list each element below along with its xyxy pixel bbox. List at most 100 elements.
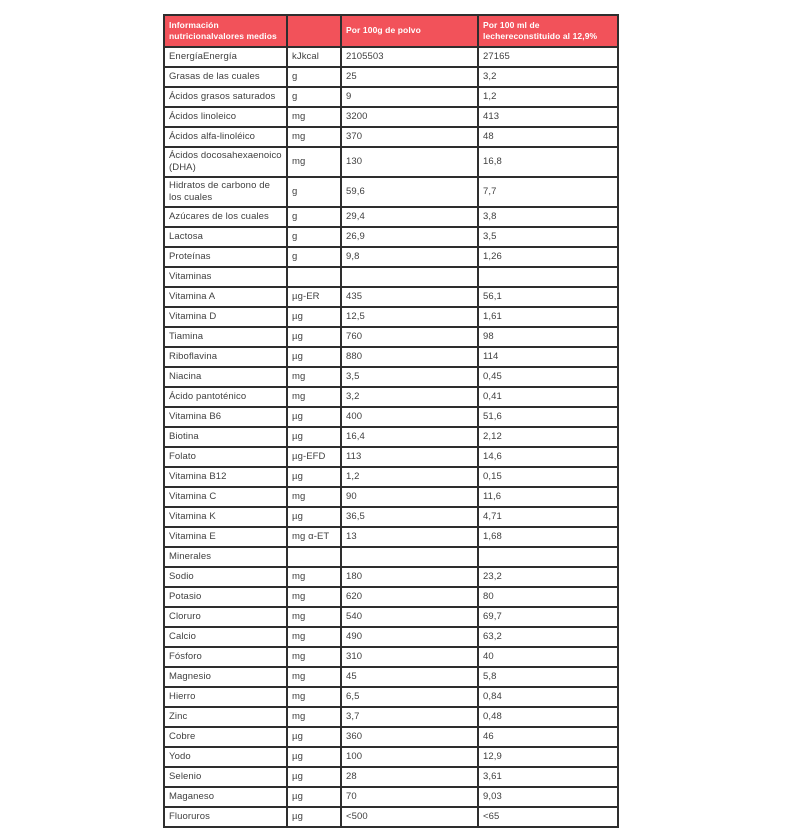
per-100g-cell: 12,5 — [340, 305, 479, 328]
per-100g-cell: 2105503 — [340, 46, 479, 68]
per-100ml-cell: 12,9 — [477, 745, 619, 768]
nutrient-name-cell: Vitamina E — [163, 525, 288, 548]
per-100ml-cell: 27165 — [477, 46, 619, 68]
per-100ml-cell: 0,15 — [477, 465, 619, 488]
per-100ml-cell: 69,7 — [477, 605, 619, 628]
per-100ml-cell: 56,1 — [477, 285, 619, 308]
table-row: Potasio mg 620 80 — [163, 585, 619, 608]
per-100g-cell: 3200 — [340, 106, 479, 128]
table-row: Vitamina D µg 12,5 1,61 — [163, 305, 619, 328]
per-100g-cell: 29,4 — [340, 205, 479, 228]
nutrient-name-cell: Biotina — [163, 425, 288, 448]
per-100ml-cell: 0,84 — [477, 685, 619, 708]
unit-cell: µg — [286, 805, 342, 828]
per-100ml-cell: 46 — [477, 725, 619, 748]
nutrient-name-cell: Lactosa — [163, 225, 288, 248]
per-100g-cell: 25 — [340, 66, 479, 88]
per-100ml-cell: 7,7 — [477, 175, 619, 208]
table-row: Cloruro mg 540 69,7 — [163, 605, 619, 628]
per-100g-cell: 113 — [340, 445, 479, 468]
per-100ml-cell: 3,5 — [477, 225, 619, 248]
per-100ml-cell: 9,03 — [477, 785, 619, 808]
unit-cell: g — [286, 175, 342, 208]
nutrient-name-cell: Vitamina C — [163, 485, 288, 508]
per-100g-cell: 360 — [340, 725, 479, 748]
nutrient-name-cell: Vitaminas — [163, 265, 288, 288]
header-cell-nutrient: Información nutricionalvalores medios — [163, 14, 288, 48]
table-row: Grasas de las cuales g 25 3,2 — [163, 66, 619, 88]
per-100g-cell: 760 — [340, 325, 479, 348]
unit-cell: µg — [286, 345, 342, 368]
nutrient-name-cell: Ácidos linoleico — [163, 106, 288, 128]
table-row: Maganeso µg 70 9,03 — [163, 785, 619, 808]
per-100g-cell: 9 — [340, 86, 479, 108]
per-100ml-cell: 16,8 — [477, 146, 619, 178]
unit-cell: µg — [286, 725, 342, 748]
per-100g-cell: 13 — [340, 525, 479, 548]
unit-cell: mg — [286, 385, 342, 408]
nutrient-name-cell: Hierro — [163, 685, 288, 708]
per-100g-cell: 620 — [340, 585, 479, 608]
unit-cell: mg — [286, 146, 342, 178]
nutrient-name-cell: Vitamina B12 — [163, 465, 288, 488]
per-100ml-cell: 3,8 — [477, 205, 619, 228]
nutrient-name-cell: Vitamina K — [163, 505, 288, 528]
per-100ml-cell: 51,6 — [477, 405, 619, 428]
per-100g-cell: 490 — [340, 625, 479, 648]
table-row: Hierro mg 6,5 0,84 — [163, 685, 619, 708]
nutrient-name-cell: Yodo — [163, 745, 288, 768]
per-100g-cell: 36,5 — [340, 505, 479, 528]
unit-cell: mg — [286, 685, 342, 708]
nutrient-name-cell: Vitamina B6 — [163, 405, 288, 428]
nutrition-table-container: Información nutricionalvalores medios Po… — [163, 14, 619, 828]
nutrient-name-cell: Zinc — [163, 705, 288, 728]
per-100g-cell: 180 — [340, 565, 479, 588]
table-row: Cobre µg 360 46 — [163, 725, 619, 748]
unit-cell: mg α-ET — [286, 525, 342, 548]
unit-cell: µg — [286, 765, 342, 788]
per-100ml-cell: 114 — [477, 345, 619, 368]
unit-cell: g — [286, 225, 342, 248]
nutrient-name-cell: Ácidos alfa-linoléico — [163, 126, 288, 148]
unit-cell: µg — [286, 425, 342, 448]
per-100g-cell: 1,2 — [340, 465, 479, 488]
per-100g-cell: <500 — [340, 805, 479, 828]
per-100ml-cell: 1,61 — [477, 305, 619, 328]
nutrient-name-cell: Fósforo — [163, 645, 288, 668]
per-100ml-cell: 23,2 — [477, 565, 619, 588]
per-100ml-cell: 5,8 — [477, 665, 619, 688]
per-100ml-cell: 413 — [477, 106, 619, 128]
per-100ml-cell: 40 — [477, 645, 619, 668]
header-cell-per-100ml: Por 100 ml de lechereconstituido al 12,9… — [477, 14, 619, 48]
per-100g-cell: 59,6 — [340, 175, 479, 208]
table-row: Vitamina A µg-ER 435 56,1 — [163, 285, 619, 308]
per-100g-cell: 45 — [340, 665, 479, 688]
unit-cell: µg — [286, 785, 342, 808]
unit-cell: mg — [286, 645, 342, 668]
nutrient-name-cell: EnergíaEnergía — [163, 46, 288, 68]
table-row: Calcio mg 490 63,2 — [163, 625, 619, 648]
nutrient-name-cell: Cobre — [163, 725, 288, 748]
per-100g-cell: 26,9 — [340, 225, 479, 248]
table-row: Ácidos grasos saturados g 9 1,2 — [163, 86, 619, 108]
per-100ml-cell: 3,2 — [477, 66, 619, 88]
nutrient-name-cell: Proteínas — [163, 245, 288, 268]
section-row: Vitaminas — [163, 265, 619, 288]
per-100ml-cell: 2,12 — [477, 425, 619, 448]
table-row: Selenio µg 28 3,61 — [163, 765, 619, 788]
table-row: Fósforo mg 310 40 — [163, 645, 619, 668]
per-100ml-cell: 63,2 — [477, 625, 619, 648]
unit-cell: mg — [286, 126, 342, 148]
per-100g-cell: 3,5 — [340, 365, 479, 388]
table-row: Vitamina B6 µg 400 51,6 — [163, 405, 619, 428]
per-100ml-cell — [477, 265, 619, 288]
section-row: Minerales — [163, 545, 619, 568]
nutrient-name-cell: Ácido pantoténico — [163, 385, 288, 408]
per-100ml-cell: 1,26 — [477, 245, 619, 268]
per-100ml-cell: 98 — [477, 325, 619, 348]
table-row: Vitamina K µg 36,5 4,71 — [163, 505, 619, 528]
nutrient-name-cell: Selenio — [163, 765, 288, 788]
per-100g-cell: 70 — [340, 785, 479, 808]
nutrient-name-cell: Grasas de las cuales — [163, 66, 288, 88]
table-row: Niacina mg 3,5 0,45 — [163, 365, 619, 388]
